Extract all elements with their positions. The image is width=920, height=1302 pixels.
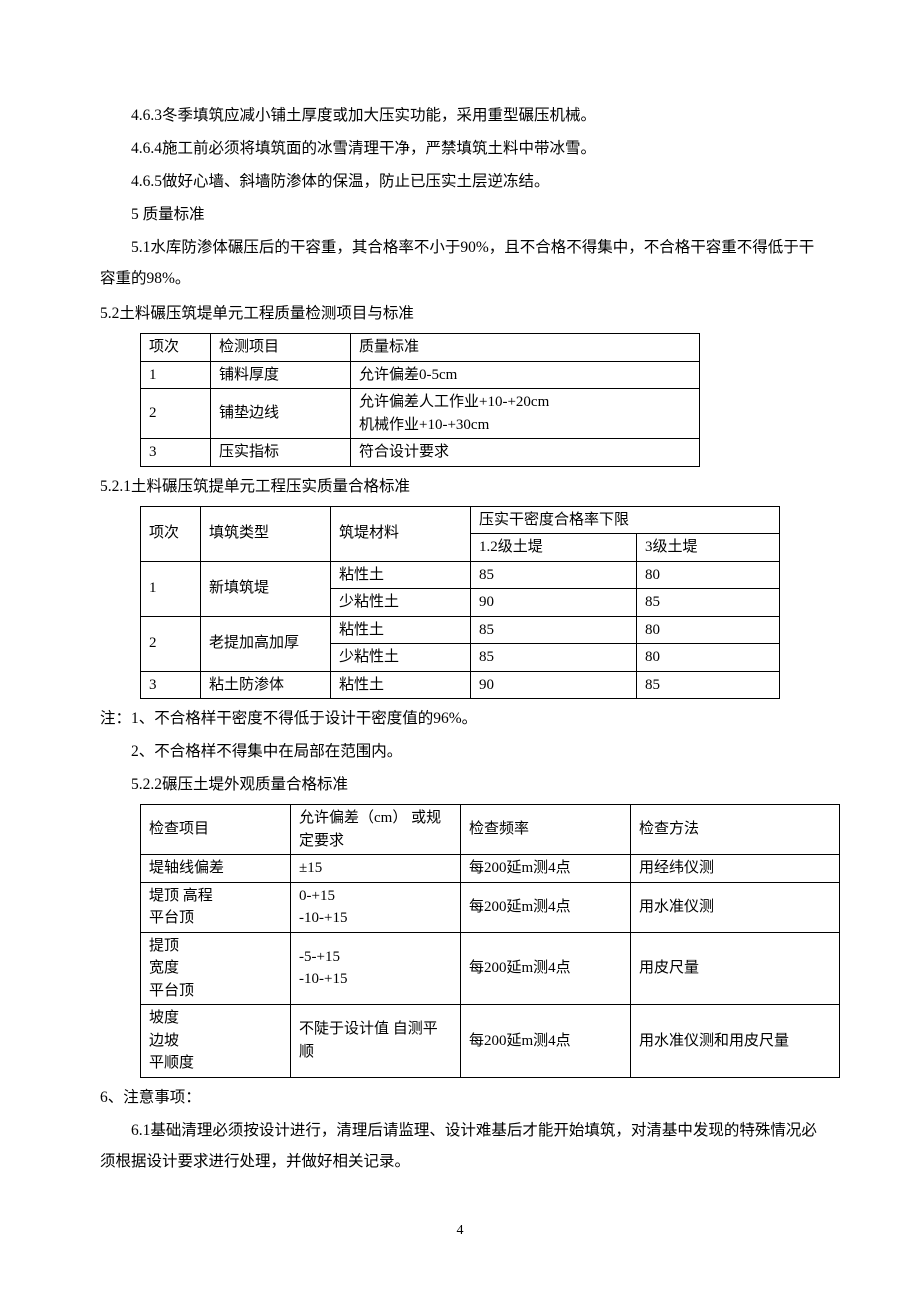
table-cell: 堤顶 高程 平台顶 xyxy=(141,882,291,932)
table-cell: 1 xyxy=(141,361,211,389)
table-cell: 80 xyxy=(637,644,780,672)
table-row: 坡度 边坡 平顺度 不陡于设计值 自测平顺 每200延m测4点 用水准仪测和用皮… xyxy=(141,1005,840,1078)
table-cell: 2 xyxy=(141,389,211,439)
table-cell: 压实指标 xyxy=(211,439,351,467)
table-header-cell: 筑堤材料 xyxy=(331,506,471,561)
table-cell: 85 xyxy=(637,671,780,699)
table-cell: 85 xyxy=(637,589,780,617)
table-inspection-items: 项次 检测项目 质量标准 1 铺料厚度 允许偏差0-5cm 2 铺垫边线 允许偏… xyxy=(140,333,700,467)
table-cell: 3 xyxy=(141,671,201,699)
table-cell: 90 xyxy=(471,589,637,617)
table-row: 2 铺垫边线 允许偏差人工作业+10-+20cm 机械作业+10-+30cm xyxy=(141,389,700,439)
table-cell: 粘性土 xyxy=(331,561,471,589)
table-header-cell: 项次 xyxy=(141,334,211,362)
heading-5-2-2: 5.2.2碾压土堤外观质量合格标准 xyxy=(100,769,820,800)
table-cell: 每200延m测4点 xyxy=(461,932,631,1005)
table-cell: ±15 xyxy=(291,855,461,883)
table-cell: 每200延m测4点 xyxy=(461,882,631,932)
table-cell: 铺垫边线 xyxy=(211,389,351,439)
table-appearance-quality: 检查项目 允许偏差（cm） 或规定要求 检查频率 检查方法 堤轴线偏差 ±15 … xyxy=(140,804,840,1078)
table-cell: 用水准仪测 xyxy=(631,882,840,932)
table-cell: 85 xyxy=(471,644,637,672)
heading-5-2: 5.2土料碾压筑堤单元工程质量检测项目与标准 xyxy=(100,298,820,329)
paragraph-6-1: 6.1基础清理必须按设计进行，清理后请监理、设计难基后才能开始填筑，对清基中发现… xyxy=(100,1115,820,1177)
table-cell: 粘性土 xyxy=(331,616,471,644)
table-cell: 每200延m测4点 xyxy=(461,1005,631,1078)
table-row: 1 新填筑堤 粘性土 85 80 xyxy=(141,561,780,589)
heading-6: 6、注意事项： xyxy=(100,1082,820,1113)
table-cell: 少粘性土 xyxy=(331,644,471,672)
table-row: 提顶 宽度 平台顶 -5-+15 -10-+15 每200延m测4点 用皮尺量 xyxy=(141,932,840,1005)
table-row: 2 老提加高加厚 粘性土 85 80 xyxy=(141,616,780,644)
table-cell: 不陡于设计值 自测平顺 xyxy=(291,1005,461,1078)
table-header-cell: 3级土堤 xyxy=(637,534,780,562)
table-cell: 85 xyxy=(471,616,637,644)
table-cell: 符合设计要求 xyxy=(351,439,700,467)
table-cell: 80 xyxy=(637,561,780,589)
table-cell: 用皮尺量 xyxy=(631,932,840,1005)
table-header-cell: 检查项目 xyxy=(141,805,291,855)
table-cell: 3 xyxy=(141,439,211,467)
page-number: 4 xyxy=(100,1217,820,1245)
table-cell: 老提加高加厚 xyxy=(201,616,331,671)
table-row: 堤顶 高程 平台顶 0-+15 -10-+15 每200延m测4点 用水准仪测 xyxy=(141,882,840,932)
table-cell: 铺料厚度 xyxy=(211,361,351,389)
table-cell: 90 xyxy=(471,671,637,699)
table-cell: 粘性土 xyxy=(331,671,471,699)
table-cell: 少粘性土 xyxy=(331,589,471,617)
table-cell: 允许偏差人工作业+10-+20cm 机械作业+10-+30cm xyxy=(351,389,700,439)
table-cell: 新填筑堤 xyxy=(201,561,331,616)
table-header-cell: 项次 xyxy=(141,506,201,561)
table-cell: -5-+15 -10-+15 xyxy=(291,932,461,1005)
table-header-cell: 质量标准 xyxy=(351,334,700,362)
table-compaction-quality: 项次 填筑类型 筑堤材料 压实干密度合格率下限 1.2级土堤 3级土堤 1 新填… xyxy=(140,506,780,700)
table-cell: 0-+15 -10-+15 xyxy=(291,882,461,932)
table-cell: 用经纬仪测 xyxy=(631,855,840,883)
table-cell: 允许偏差0-5cm xyxy=(351,361,700,389)
table-cell: 85 xyxy=(471,561,637,589)
table-row: 项次 填筑类型 筑堤材料 压实干密度合格率下限 xyxy=(141,506,780,534)
table-cell: 每200延m测4点 xyxy=(461,855,631,883)
table-header-cell: 检查频率 xyxy=(461,805,631,855)
table-row: 项次 检测项目 质量标准 xyxy=(141,334,700,362)
paragraph-4-6-5: 4.6.5做好心墙、斜墙防渗体的保温，防止已压实土层逆冻结。 xyxy=(100,166,820,197)
table-header-cell: 允许偏差（cm） 或规定要求 xyxy=(291,805,461,855)
table-cell: 堤轴线偏差 xyxy=(141,855,291,883)
table-row: 3 压实指标 符合设计要求 xyxy=(141,439,700,467)
table-cell: 1 xyxy=(141,561,201,616)
table-cell: 坡度 边坡 平顺度 xyxy=(141,1005,291,1078)
note-2: 2、不合格样不得集中在局部在范围内。 xyxy=(100,736,820,767)
table-cell: 用水准仪测和用皮尺量 xyxy=(631,1005,840,1078)
table-row: 检查项目 允许偏差（cm） 或规定要求 检查频率 检查方法 xyxy=(141,805,840,855)
table-header-cell: 压实干密度合格率下限 xyxy=(471,506,780,534)
table-header-cell: 检测项目 xyxy=(211,334,351,362)
table-cell: 提顶 宽度 平台顶 xyxy=(141,932,291,1005)
table-cell: 2 xyxy=(141,616,201,671)
table-header-cell: 填筑类型 xyxy=(201,506,331,561)
table-row: 1 铺料厚度 允许偏差0-5cm xyxy=(141,361,700,389)
heading-5: 5 质量标准 xyxy=(100,199,820,230)
paragraph-4-6-4: 4.6.4施工前必须将填筑面的冰雪清理干净，严禁填筑土料中带冰雪。 xyxy=(100,133,820,164)
paragraph-4-6-3: 4.6.3冬季填筑应减小铺土厚度或加大压实功能，采用重型碾压机械。 xyxy=(100,100,820,131)
heading-5-2-1: 5.2.1土料碾压筑提单元工程压实质量合格标准 xyxy=(100,471,820,502)
table-cell: 粘土防渗体 xyxy=(201,671,331,699)
table-row: 堤轴线偏差 ±15 每200延m测4点 用经纬仪测 xyxy=(141,855,840,883)
table-header-cell: 1.2级土堤 xyxy=(471,534,637,562)
table-header-cell: 检查方法 xyxy=(631,805,840,855)
table-row: 3 粘土防渗体 粘性土 90 85 xyxy=(141,671,780,699)
table-cell: 80 xyxy=(637,616,780,644)
note-1: 注：1、不合格样干密度不得低于设计干密度值的96%。 xyxy=(100,703,820,734)
paragraph-5-1: 5.1水库防渗体碾压后的干容重，其合格率不小于90%，且不合格不得集中，不合格干… xyxy=(100,232,820,294)
